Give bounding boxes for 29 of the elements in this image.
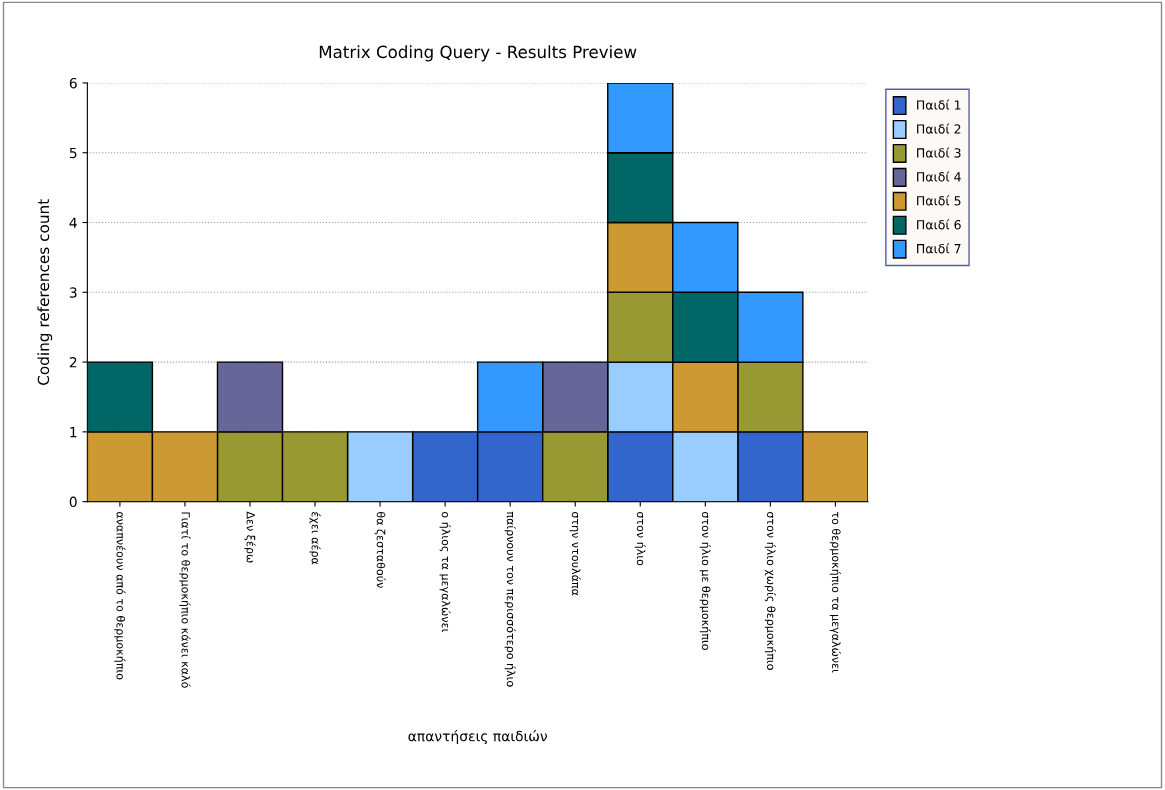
y-axis-title: Coding references count (37, 199, 53, 385)
y-tick-label: 3 (69, 287, 77, 298)
y-tick-label: 6 (69, 77, 77, 89)
x-tick-label: έχει αέρα (309, 512, 321, 565)
y-tick-label: 4 (69, 217, 77, 228)
x-tick-label: Δεν ξέρω (244, 511, 256, 563)
legend-label: Παιδί 6 (917, 219, 961, 230)
legend-label: Παιδί 4 (917, 171, 961, 182)
y-tick-label: 2 (69, 357, 77, 368)
legend-label: Παιδί 1 (917, 99, 961, 110)
x-tick-label: στον ήλιο χωρίς θερμοκήπιο (764, 511, 776, 670)
x-tick-label: παίρνουν τον περισσότερο ήλιο (504, 511, 516, 687)
x-tick-label: Γιατί το θερμοκήπιο κάνει καλό (179, 512, 191, 688)
x-tick-label: θα ζεσταθούν (374, 511, 386, 588)
legend-label: Παιδί 3 (917, 147, 961, 158)
legend-label: Παιδί 2 (917, 123, 961, 134)
y-tick-label: 1 (70, 427, 77, 438)
x-tick-label: στην ντουλάπα (569, 511, 581, 596)
x-tick-label: ο ήλιος τα μεγαλώνει (439, 511, 451, 632)
y-tick-label: 0 (69, 496, 77, 508)
x-tick-label: στον ήλιο (634, 511, 646, 566)
legend-label: Παιδί 5 (917, 195, 961, 206)
x-tick-label: το θερμοκήπιο τα μεγαλώνει (829, 511, 841, 673)
chart-title: Matrix Coding Query - Results Preview (319, 45, 637, 62)
y-tick-label: 5 (69, 147, 77, 159)
x-tick-label: αναπνέουν από το θερμοκήπιο (114, 511, 126, 680)
legend-label: Παιδί 7 (917, 243, 961, 254)
x-tick-label: στον ήλιο με θερμοκήπιο (699, 511, 711, 650)
x-axis-title: απαντήσεις παιδιών (408, 730, 547, 745)
